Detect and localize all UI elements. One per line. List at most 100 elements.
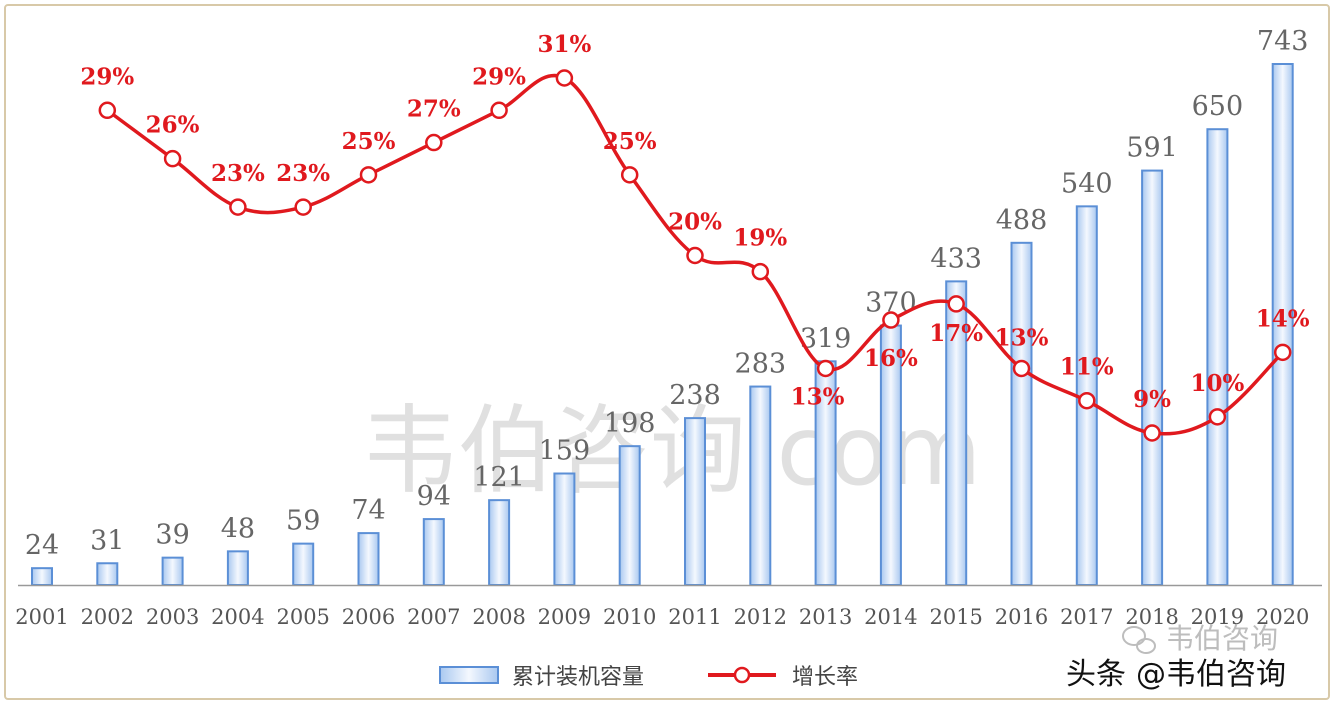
growth-rate-point-2007 bbox=[425, 133, 443, 152]
bar-value-label-2010: 198 bbox=[604, 408, 656, 439]
growth-rate-point-2009 bbox=[555, 69, 574, 87]
source-stamp: 韦伯咨询 头条 @韦伯咨询 bbox=[1066, 622, 1286, 692]
growth-rate-label-2010: 25% bbox=[603, 128, 657, 155]
bar-value-label-2004: 48 bbox=[221, 513, 255, 544]
bar-2005 bbox=[292, 542, 315, 587]
x-tick-2010: 2010 bbox=[603, 605, 656, 629]
growth-rate-label-2007: 27% bbox=[407, 96, 461, 123]
legend-bar-swatch bbox=[439, 666, 499, 684]
x-tick-2001: 2001 bbox=[15, 605, 68, 629]
growth-rate-point-2017 bbox=[1078, 391, 1096, 410]
bar-value-label-2015: 433 bbox=[930, 243, 982, 274]
stamp-faint-text: 韦伯咨询 bbox=[1166, 622, 1278, 655]
bar-value-label-2005: 59 bbox=[286, 506, 320, 537]
bar-2010 bbox=[618, 445, 641, 586]
legend-bar-label: 累计装机容量 bbox=[512, 665, 644, 690]
x-tick-2016: 2016 bbox=[995, 605, 1048, 629]
x-tick-2020: 2020 bbox=[1256, 605, 1309, 629]
growth-rate-point-2003 bbox=[163, 149, 182, 168]
growth-rate-point-2012 bbox=[751, 262, 770, 281]
bar-value-label-2007: 94 bbox=[417, 481, 451, 512]
growth-rate-label-2009: 31% bbox=[537, 31, 591, 58]
bar-2004 bbox=[226, 550, 249, 586]
x-tick-2002: 2002 bbox=[81, 605, 134, 629]
stamp-prefix: 头条 bbox=[1066, 657, 1126, 692]
bar-value-label-2018: 591 bbox=[1126, 133, 1178, 164]
growth-rate-label-2016: 13% bbox=[995, 324, 1049, 351]
bar-value-label-2006: 74 bbox=[351, 495, 385, 526]
x-tick-2004: 2004 bbox=[211, 605, 264, 629]
x-tick-2015: 2015 bbox=[929, 605, 982, 629]
growth-rate-label-2015: 17% bbox=[929, 320, 983, 347]
growth-rate-label-2005: 23% bbox=[276, 160, 330, 187]
growth-rate-point-2011 bbox=[686, 246, 704, 265]
bar-value-label-2008: 121 bbox=[473, 462, 525, 493]
legend: 累计装机容量 增长率 bbox=[439, 665, 858, 690]
growth-rate-label-2004: 23% bbox=[211, 160, 265, 187]
x-tick-2014: 2014 bbox=[864, 605, 917, 629]
bar-2009 bbox=[553, 472, 576, 587]
x-tick-2018: 2018 bbox=[1125, 605, 1178, 629]
x-tick-2012: 2012 bbox=[734, 605, 787, 629]
bar-value-label-2017: 540 bbox=[1061, 168, 1113, 199]
bar-value-label-2002: 31 bbox=[90, 525, 124, 556]
growth-rate-label-2018: 9% bbox=[1133, 386, 1171, 413]
bar-2018 bbox=[1141, 169, 1164, 587]
growth-rate-label-2011: 20% bbox=[668, 209, 722, 236]
growth-rate-label-2013: 13% bbox=[791, 383, 845, 410]
bar-value-label-2003: 39 bbox=[155, 520, 189, 551]
growth-rate-point-2014 bbox=[882, 311, 900, 329]
x-axis-ticks: 2001 2002 2003 2004 2005 2006 2007 2008 2009 2010… bbox=[15, 605, 1309, 629]
growth-rate-series bbox=[98, 69, 1292, 442]
bar-value-label-2019: 650 bbox=[1192, 91, 1244, 122]
growth-rate-label-2003: 26% bbox=[146, 112, 200, 139]
bar-value-label-2001: 24 bbox=[25, 530, 59, 561]
growth-rate-labels: 29% 26% 23% 23% 25% 27% 29% 31% 25% 20% 19% 13% 16% 1… bbox=[80, 31, 1309, 413]
bar-2019 bbox=[1206, 128, 1229, 587]
x-tick-2017: 2017 bbox=[1060, 605, 1113, 629]
bar-2001 bbox=[31, 567, 53, 586]
wechat-icon bbox=[1122, 626, 1156, 654]
growth-rate-label-2008: 29% bbox=[472, 63, 526, 90]
growth-rate-label-2019: 10% bbox=[1190, 370, 1244, 397]
growth-rate-point-2008 bbox=[490, 101, 508, 120]
growth-rate-label-2017: 11% bbox=[1060, 354, 1114, 381]
growth-rate-point-2002 bbox=[98, 101, 117, 120]
growth-rate-label-2012: 19% bbox=[733, 225, 787, 252]
x-tick-2006: 2006 bbox=[342, 605, 395, 629]
x-tick-2009: 2009 bbox=[538, 605, 591, 629]
growth-rate-point-2020 bbox=[1273, 343, 1292, 362]
bar-2008 bbox=[488, 499, 511, 587]
growth-rate-label-2002: 29% bbox=[80, 63, 134, 90]
bar-2002 bbox=[96, 562, 119, 587]
legend-line-marker bbox=[733, 666, 751, 684]
growth-rate-point-2013 bbox=[816, 359, 835, 378]
bar-value-label-2011: 238 bbox=[669, 380, 721, 411]
bar-value-labels: 24 31 39 48 59 74 9412115919823828331937043348… bbox=[25, 26, 1309, 561]
x-tick-2008: 2008 bbox=[472, 605, 525, 629]
growth-rate-point-2018 bbox=[1143, 424, 1161, 442]
stamp-handle: @韦伯咨询 bbox=[1136, 657, 1286, 692]
bar-value-label-2012: 283 bbox=[735, 349, 787, 380]
x-tick-2019: 2019 bbox=[1191, 605, 1244, 629]
x-tick-2007: 2007 bbox=[407, 605, 460, 629]
x-tick-2005: 2005 bbox=[276, 605, 329, 629]
growth-rate-point-2016 bbox=[1012, 359, 1031, 378]
watermark: 韦伯咨询.com bbox=[362, 395, 982, 507]
growth-rate-point-2004 bbox=[229, 198, 247, 216]
bar-value-label-2009: 159 bbox=[539, 436, 591, 467]
bar-2011 bbox=[684, 417, 706, 586]
growth-rate-point-2006 bbox=[359, 166, 378, 184]
chart-svg: 韦伯咨询.com 24 31 39 48 59 74 94 121 159 198 238 283 31… bbox=[15, 26, 1322, 692]
bar-2012 bbox=[749, 385, 772, 586]
growth-rate-point-2010 bbox=[620, 166, 639, 184]
growth-rate-label-2014: 16% bbox=[864, 345, 918, 372]
bar-2006 bbox=[357, 532, 380, 586]
growth-rate-label-2006: 25% bbox=[342, 128, 396, 155]
x-tick-2011: 2011 bbox=[668, 605, 721, 629]
bar-2003 bbox=[161, 556, 184, 587]
bar-value-label-2020: 743 bbox=[1257, 26, 1309, 57]
x-tick-2013: 2013 bbox=[799, 605, 852, 629]
growth-rate-point-2019 bbox=[1208, 408, 1227, 426]
legend-line-label: 增长率 bbox=[792, 665, 858, 690]
